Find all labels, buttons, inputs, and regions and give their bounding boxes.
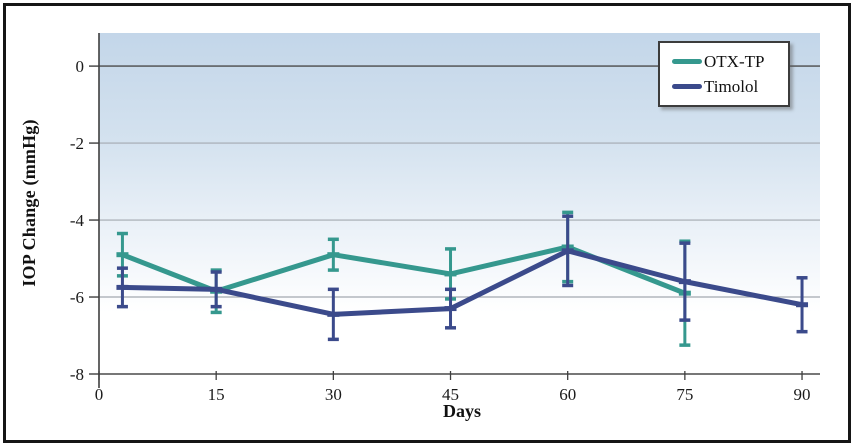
x-tick-label: 15	[208, 385, 225, 404]
legend: OTX-TP Timolol	[658, 41, 790, 107]
legend-label-timolol: Timolol	[704, 76, 759, 96]
y-tick-label: -6	[70, 288, 84, 307]
y-tick-label: -4	[70, 211, 85, 230]
x-tick-label: 0	[95, 385, 104, 404]
figure-frame: 0 -2 -4 -6 -8 0 15 30 45 60 75 90 IOP Change (mmHg)…	[3, 3, 851, 443]
x-tick-label: 60	[559, 385, 576, 404]
y-tick-label: -8	[70, 365, 84, 384]
timolol-line-swatch	[672, 84, 702, 89]
legend-item-timolol: Timolol	[672, 74, 784, 99]
y-tick-label: -2	[70, 134, 84, 153]
x-tick-label: 45	[442, 385, 459, 404]
x-axis-title: Days	[442, 401, 481, 421]
legend-label-otx-tp: OTX-TP	[704, 51, 765, 71]
x-tick-label: 75	[676, 385, 693, 404]
legend-item-otx-tp: OTX-TP	[672, 49, 784, 74]
y-tick-label: 0	[76, 57, 85, 76]
otx-tp-line-swatch	[672, 59, 702, 64]
y-axis-title: IOP Change (mmHg)	[19, 119, 39, 287]
x-tick-label: 90	[794, 385, 811, 404]
x-tick-label: 30	[325, 385, 342, 404]
